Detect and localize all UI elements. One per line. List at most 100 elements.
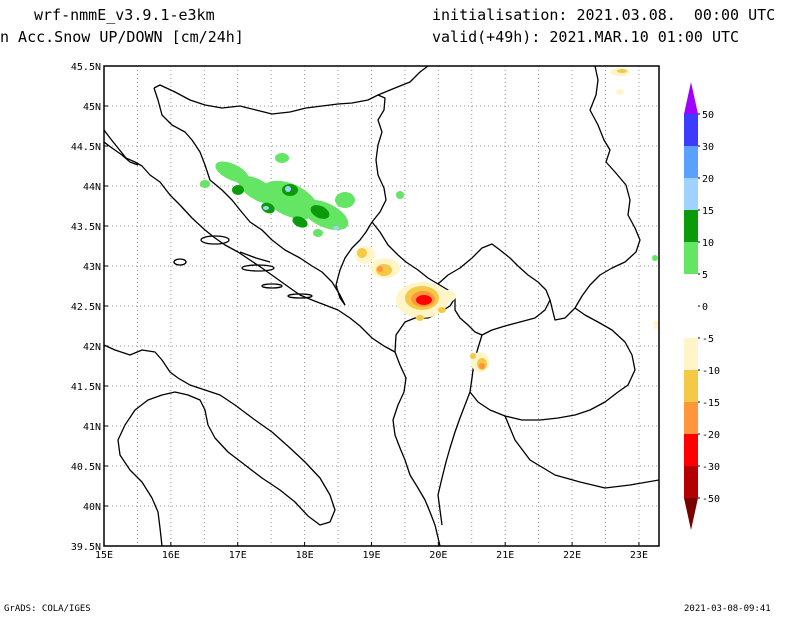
snow-increase-blob — [200, 180, 210, 188]
lat-label: 42N — [83, 342, 101, 353]
bosnia-north-border — [153, 84, 387, 223]
serbia-north-border — [377, 66, 429, 96]
snow-decrease-blob — [653, 321, 659, 329]
lat-label: 40N — [83, 502, 101, 513]
kosovo-border — [437, 243, 551, 336]
lat-label: 41.5N — [71, 382, 101, 393]
lat-label: 45.5N — [71, 62, 101, 73]
colorbar-segment — [684, 178, 698, 210]
snow-decrease-blob — [470, 353, 476, 359]
island-3 — [241, 264, 275, 272]
lat-label: 42.5N — [71, 302, 101, 313]
bosnia-east-border — [335, 221, 373, 306]
colorbar-segment — [684, 306, 698, 338]
island-1 — [104, 141, 139, 166]
snow-increase-blob — [313, 229, 323, 237]
greece-border — [504, 415, 659, 489]
lon-label: 20E — [429, 550, 447, 561]
lat-label: 40.5N — [71, 462, 101, 473]
colorbar-label: 20 — [702, 174, 714, 185]
model-title: wrf-nmmE_v3.9.1-e3km — [34, 6, 215, 24]
footer-right: 2021-03-08-09:41 — [684, 604, 771, 614]
lat-label: 44N — [83, 182, 101, 193]
longitude-labels: 15E 16E 17E 18E 19E 20E 21E 22E 23E — [95, 542, 648, 561]
init-time: initialisation: 2021.03.08. 00:00 UTC — [432, 6, 776, 24]
grid-lines — [104, 66, 659, 546]
lat-label: 45N — [83, 102, 101, 113]
colorbar-label: 50 — [702, 110, 714, 121]
colorbar-segment — [684, 338, 698, 370]
snow-decrease-blob — [416, 315, 424, 321]
lon-label: 18E — [296, 550, 314, 561]
serbia-east-border — [549, 66, 641, 321]
footer-left: GrADS: COLA/IGES — [4, 604, 91, 614]
colorbar-segment — [684, 210, 698, 242]
snow-increase-blob — [285, 186, 291, 192]
lat-label: 39.5N — [71, 542, 101, 553]
snow-increase-blob — [396, 191, 404, 199]
snow-decrease-blob — [357, 248, 367, 258]
lon-label: 16E — [162, 550, 180, 561]
snow-increase-blob — [652, 255, 658, 261]
croatia-coast — [104, 129, 396, 353]
snow-increase-blob — [215, 161, 249, 183]
italy-coast — [104, 344, 336, 546]
colorbar-label: -30 — [702, 462, 720, 473]
lat-label: 41N — [83, 422, 101, 433]
snow-increase-blob — [292, 216, 308, 228]
lon-label: 21E — [496, 550, 514, 561]
albania-border — [392, 351, 441, 546]
colorbar-label: 10 — [702, 238, 714, 249]
lon-label: 15E — [95, 550, 113, 561]
lon-label: 23E — [630, 550, 648, 561]
colorbar-label: -20 — [702, 430, 720, 441]
colorbar-label: 0 — [702, 302, 708, 313]
colorbar-segment — [684, 242, 698, 274]
snow-increase-blob — [232, 185, 244, 195]
colorbar-bottom-arrow — [684, 498, 698, 530]
colorbar-segment — [684, 274, 698, 306]
snow-decrease-blob — [377, 266, 383, 272]
colorbar-segment — [684, 114, 698, 146]
island-7 — [239, 251, 271, 263]
colorbar-segment — [684, 146, 698, 178]
snow-decrease-blob — [616, 89, 624, 95]
colorbar-segment — [684, 370, 698, 402]
snow-increase-blob — [310, 205, 330, 219]
snow-decrease-blob — [438, 307, 446, 313]
snow-increase-blob — [335, 192, 355, 208]
lat-label: 43.5N — [71, 222, 101, 233]
colorbar-segment — [684, 434, 698, 466]
colorbar-label: 15 — [702, 206, 714, 217]
coastlines-borders — [104, 66, 659, 546]
lat-label: 43N — [83, 262, 101, 273]
snow-decrease-blob — [440, 290, 456, 302]
snow-decrease-blob — [479, 363, 485, 369]
colorbar-label: -50 — [702, 494, 720, 505]
lon-label: 19E — [362, 550, 380, 561]
colorbar-label: -5 — [702, 334, 714, 345]
island-2 — [200, 235, 230, 245]
island-6 — [173, 258, 187, 266]
bosnia-west-border — [153, 87, 346, 306]
snow-increase-blob — [263, 206, 269, 210]
snow-increase-blob — [333, 226, 339, 230]
colorbar-label: 30 — [702, 142, 714, 153]
colorbar-label: -10 — [702, 366, 720, 377]
north-macedonia-border — [469, 307, 636, 421]
snow-field — [200, 68, 659, 372]
island-5 — [287, 293, 313, 299]
colorbar-segment — [684, 466, 698, 498]
colorbar-segment — [684, 402, 698, 434]
albania-east-border — [437, 391, 471, 526]
colorbar-label: 5 — [702, 270, 708, 281]
colorbar-label: -15 — [702, 398, 720, 409]
snow-increase-blob — [275, 153, 289, 163]
lon-label: 22E — [563, 550, 581, 561]
snow-decrease-blob — [617, 69, 627, 73]
field-title: n Acc.Snow UP/DOWN [cm/24h] — [0, 28, 244, 46]
island-4 — [261, 283, 283, 289]
latitude-labels: 45.5N 45N 44.5N 44N 43.5N 43N 42.5N 42N 41.5N 41N… — [71, 62, 108, 553]
